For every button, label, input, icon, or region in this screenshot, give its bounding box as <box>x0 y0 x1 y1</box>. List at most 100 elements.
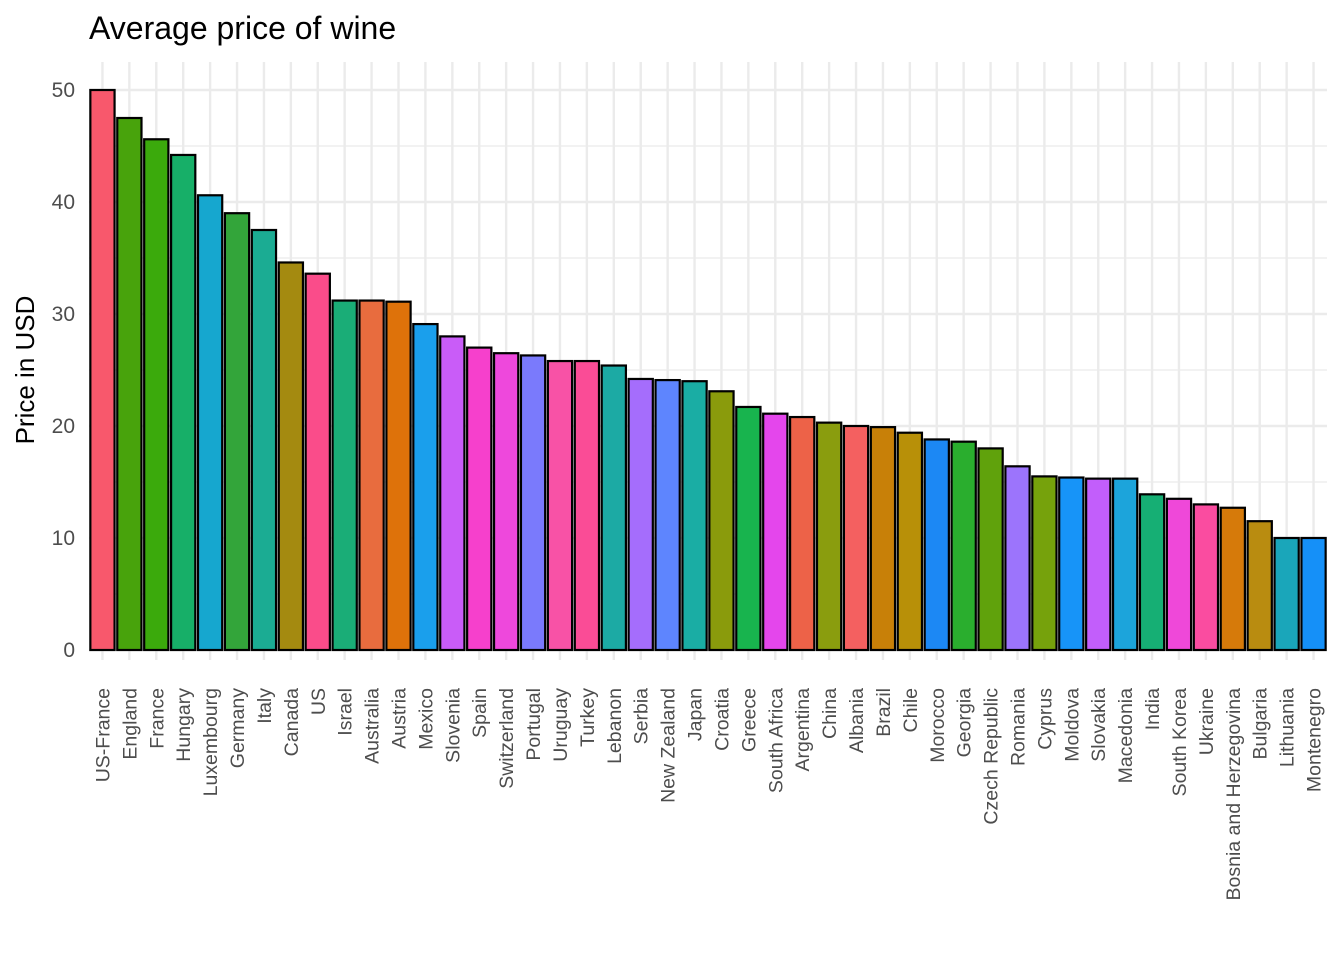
x-tick-label: Japan <box>685 688 707 741</box>
bar-portugal <box>519 354 547 652</box>
bar-south-africa <box>762 412 789 652</box>
bar-turkey <box>573 359 601 652</box>
x-tick-label: Georgia <box>954 688 976 758</box>
x-tick-label: Slovakia <box>1088 688 1110 762</box>
x-tick-label: Hungary <box>173 688 195 762</box>
y-tick-label: 0 <box>63 639 75 662</box>
bar-romania <box>1004 465 1031 652</box>
bar-hungary <box>169 153 197 652</box>
bar-england <box>116 116 143 652</box>
bar-brazil <box>869 426 897 652</box>
x-tick-label: New Zealand <box>658 688 680 803</box>
bar-south-korea <box>1165 497 1193 652</box>
y-axis-label: Price in USD <box>10 296 40 445</box>
bar-us-france <box>89 88 116 652</box>
x-tick-label: France <box>146 688 168 749</box>
bar-uruguay <box>546 359 574 652</box>
x-tick-label: Brazil <box>873 688 895 737</box>
bar-macedonia <box>1111 477 1139 652</box>
x-tick-label: Bosnia and Herzegovina <box>1223 688 1245 901</box>
x-tick-label: Serbia <box>631 688 653 745</box>
x-tick-label: Luxembourg <box>200 688 222 796</box>
x-tick-label: Chile <box>900 688 922 732</box>
x-tick-label: India <box>1142 688 1164 730</box>
x-tick-label: Albania <box>846 688 868 753</box>
bar-slovenia <box>439 335 466 652</box>
x-tick-label: Moldova <box>1061 688 1083 762</box>
bar-mexico <box>412 322 439 652</box>
x-tick-label: Mexico <box>415 688 437 750</box>
bar-bosnia-and-herzegovina <box>1219 506 1247 652</box>
chart-title: Average price of wine <box>89 10 396 46</box>
bar-germany <box>223 212 251 652</box>
bar-lebanon <box>600 364 628 652</box>
x-tick-label: Greece <box>738 688 760 752</box>
x-tick-label: Ukraine <box>1196 688 1218 755</box>
y-tick-label: 40 <box>52 191 75 214</box>
x-tick-label: South Korea <box>1169 688 1191 797</box>
x-tick-label: US-France <box>92 688 114 782</box>
bar-croatia <box>708 390 735 652</box>
x-tick-label: South Africa <box>765 688 787 793</box>
bar-australia <box>358 299 385 652</box>
x-tick-label: Italy <box>254 688 276 724</box>
bar-luxembourg <box>196 194 224 652</box>
bar-albania <box>842 424 870 652</box>
y-axis-ticks: 0 10 20 30 40 50 <box>52 79 75 662</box>
x-tick-label: Switzerland <box>496 688 518 789</box>
bar-cyprus <box>1031 475 1058 652</box>
x-tick-label: Lithuania <box>1277 688 1299 767</box>
bar-serbia <box>627 377 654 652</box>
bar-italy <box>250 228 278 652</box>
y-tick-label: 50 <box>52 79 75 102</box>
bar-switzerland <box>492 352 520 652</box>
bar-israel <box>331 299 358 652</box>
x-tick-label: Cyprus <box>1034 688 1056 750</box>
x-tick-label: Spain <box>469 688 491 738</box>
x-tick-label: Macedonia <box>1115 688 1137 784</box>
bar-bulgaria <box>1246 520 1273 652</box>
x-tick-label: Romania <box>1008 688 1030 766</box>
bar-moldova <box>1058 476 1085 652</box>
x-tick-label: Czech Republic <box>981 688 1003 825</box>
x-tick-label: Bulgaria <box>1250 688 1272 760</box>
x-tick-label: Canada <box>281 688 303 756</box>
x-tick-label: Australia <box>362 688 384 764</box>
bar-chile <box>896 431 924 652</box>
x-tick-label: Uruguay <box>550 688 572 762</box>
y-tick-label: 10 <box>52 527 75 550</box>
bar-argentina <box>788 415 816 652</box>
bar-lithuania <box>1273 536 1300 652</box>
bar-morocco <box>923 438 950 652</box>
bar-czech-republic <box>977 447 1004 652</box>
bar-slovakia <box>1085 477 1112 652</box>
x-tick-label: Austria <box>389 688 411 749</box>
bar-china <box>815 421 843 652</box>
bar-france <box>143 138 170 652</box>
bars <box>89 88 1327 652</box>
x-tick-label: Slovenia <box>442 688 464 763</box>
bar-us <box>304 272 331 652</box>
x-tick-label: Germany <box>227 688 249 768</box>
x-tick-label: Montenegro <box>1304 688 1326 792</box>
x-tick-label: Croatia <box>711 688 733 751</box>
x-tick-label: Morocco <box>927 688 949 763</box>
bar-montenegro <box>1300 536 1327 652</box>
bar-ukraine <box>1192 503 1220 652</box>
x-tick-label: England <box>119 688 141 760</box>
bar-japan <box>681 380 708 652</box>
bar-austria <box>385 300 412 652</box>
bar-new-zealand <box>654 378 681 652</box>
x-tick-label: Turkey <box>577 688 599 747</box>
x-tick-label: Portugal <box>523 688 545 761</box>
bar-georgia <box>950 440 977 652</box>
x-axis-ticks: US-France England France Hungary Luxembourg G… <box>92 688 1325 901</box>
y-tick-label: 30 <box>52 303 75 326</box>
bar-spain <box>466 346 493 652</box>
y-tick-label: 20 <box>52 415 75 438</box>
x-tick-label: China <box>819 688 841 739</box>
x-tick-label: Lebanon <box>604 688 626 764</box>
x-tick-label: US <box>308 688 330 715</box>
bar-india <box>1138 493 1166 652</box>
